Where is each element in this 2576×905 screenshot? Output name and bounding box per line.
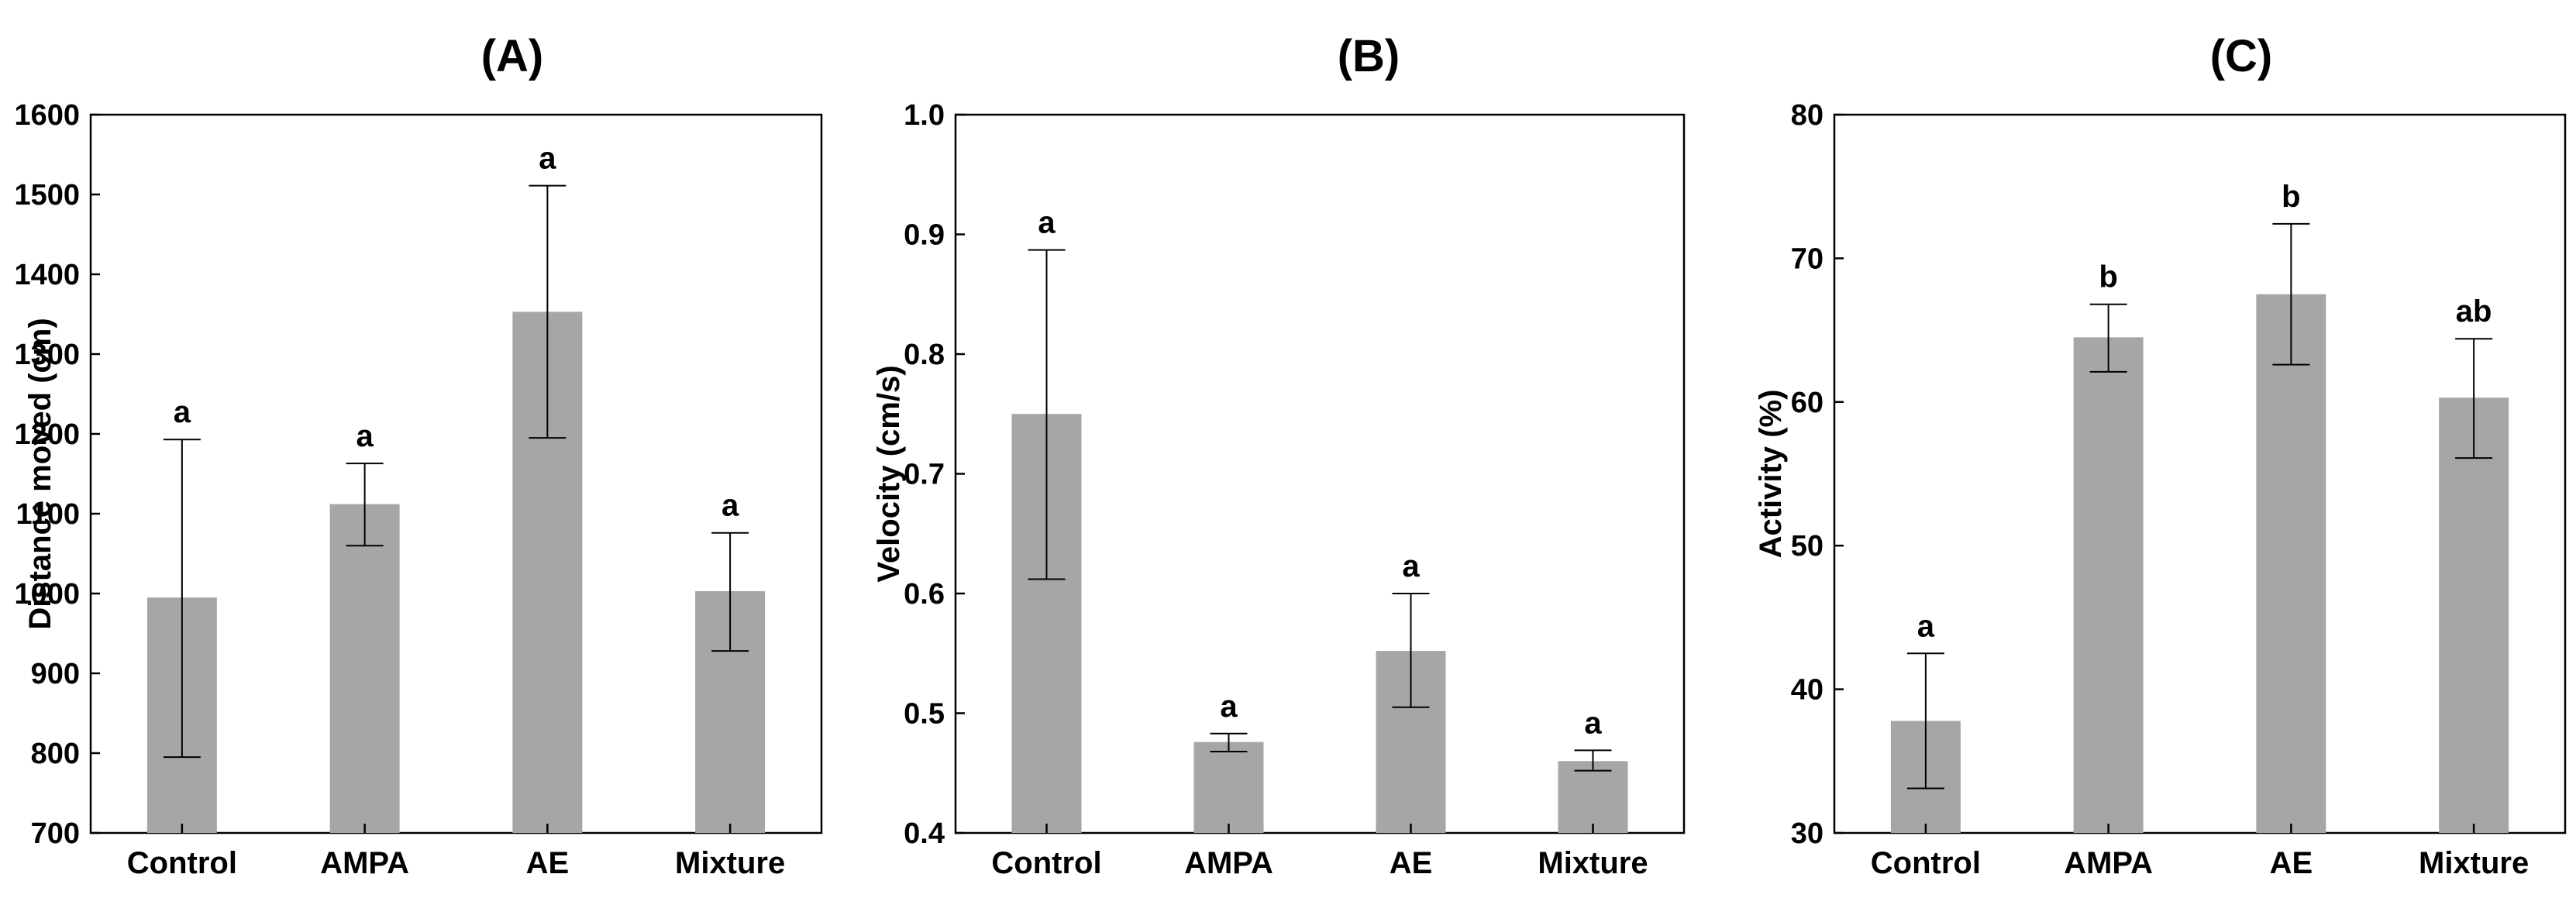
panel-title: (B): [1338, 31, 1400, 81]
y-tick-label: 1200: [14, 418, 80, 451]
panel-c: (C) Activity (%) 30 40 50 60 70 80 a Control b AMPA…: [1754, 31, 2567, 880]
significance-label: a: [1917, 609, 1935, 643]
y-tick-label: 80: [1791, 99, 1824, 132]
bar: [2073, 337, 2144, 833]
significance-label: a: [1220, 690, 1238, 724]
y-tick-label: 1000: [14, 578, 80, 611]
significance-label: a: [1038, 206, 1056, 240]
y-tick-label: 0.7: [904, 459, 945, 491]
category-label: AMPA: [1184, 846, 1273, 880]
y-tick-label: 1100: [16, 498, 80, 531]
significance-label: a: [1402, 549, 1420, 583]
panel-title: (C): [2210, 31, 2273, 81]
category-label: AMPA: [2064, 846, 2153, 880]
y-tick-label: 50: [1791, 530, 1824, 563]
bar: [329, 504, 400, 833]
y-tick-label: 0.8: [904, 339, 945, 371]
bar: [1193, 742, 1264, 833]
category-label: Control: [991, 846, 1101, 880]
y-tick-label: 1400: [14, 259, 80, 291]
category-label: AE: [526, 846, 570, 880]
y-tick-label: 30: [1791, 817, 1824, 850]
category-label: Mixture: [675, 846, 785, 880]
bar: [1558, 761, 1628, 833]
panel-b: (B) Velocity (cm/s) 0.4 0.5 0.6 0.7 0.8 0.9 1.0 a…: [872, 31, 1686, 880]
y-tick-label: 0.9: [904, 219, 945, 252]
y-tick-label: 1.0: [904, 99, 945, 132]
panel-a: (A) Distance moved (cm) 700 800 900 1000 1100 1…: [14, 31, 823, 880]
plot-frame: [89, 113, 823, 834]
significance-label: a: [1584, 706, 1602, 740]
y-tick-label: 40: [1791, 674, 1824, 707]
category-label: AE: [1390, 846, 1433, 880]
y-axis-label: Velocity (cm/s): [872, 365, 906, 582]
y-tick-label: 70: [1791, 243, 1824, 275]
plot-frame: [1833, 113, 2567, 834]
significance-label: a: [174, 395, 191, 429]
y-axis-label: Activity (%): [1754, 390, 1788, 559]
bar: [2439, 397, 2509, 833]
y-tick-label: 1300: [14, 339, 80, 371]
category-label: AMPA: [320, 846, 409, 880]
y-tick-label: 60: [1791, 387, 1824, 419]
bar: [2256, 294, 2326, 833]
y-tick-label: 0.6: [904, 578, 945, 611]
category-label: Mixture: [1538, 846, 1648, 880]
significance-label: b: [2099, 260, 2117, 294]
y-tick-label: 800: [31, 738, 80, 770]
y-tick-label: 0.4: [904, 817, 945, 850]
y-axis-label: Distance moved (cm): [23, 318, 57, 629]
y-tick-label: 900: [31, 658, 80, 690]
significance-label: a: [356, 419, 374, 453]
y-tick-label: 1600: [14, 99, 80, 132]
significance-label: a: [721, 489, 739, 523]
category-label: Mixture: [2419, 846, 2529, 880]
panel-title: (A): [481, 31, 544, 81]
significance-label: ab: [2456, 294, 2492, 329]
y-tick-label: 0.5: [904, 698, 945, 731]
category-label: Control: [1871, 846, 1981, 880]
significance-label: a: [539, 142, 556, 176]
y-tick-label: 700: [31, 817, 80, 850]
y-tick-label: 1500: [14, 179, 80, 212]
category-label: Control: [127, 846, 237, 880]
category-label: AE: [2270, 846, 2313, 880]
significance-label: b: [2282, 180, 2300, 214]
